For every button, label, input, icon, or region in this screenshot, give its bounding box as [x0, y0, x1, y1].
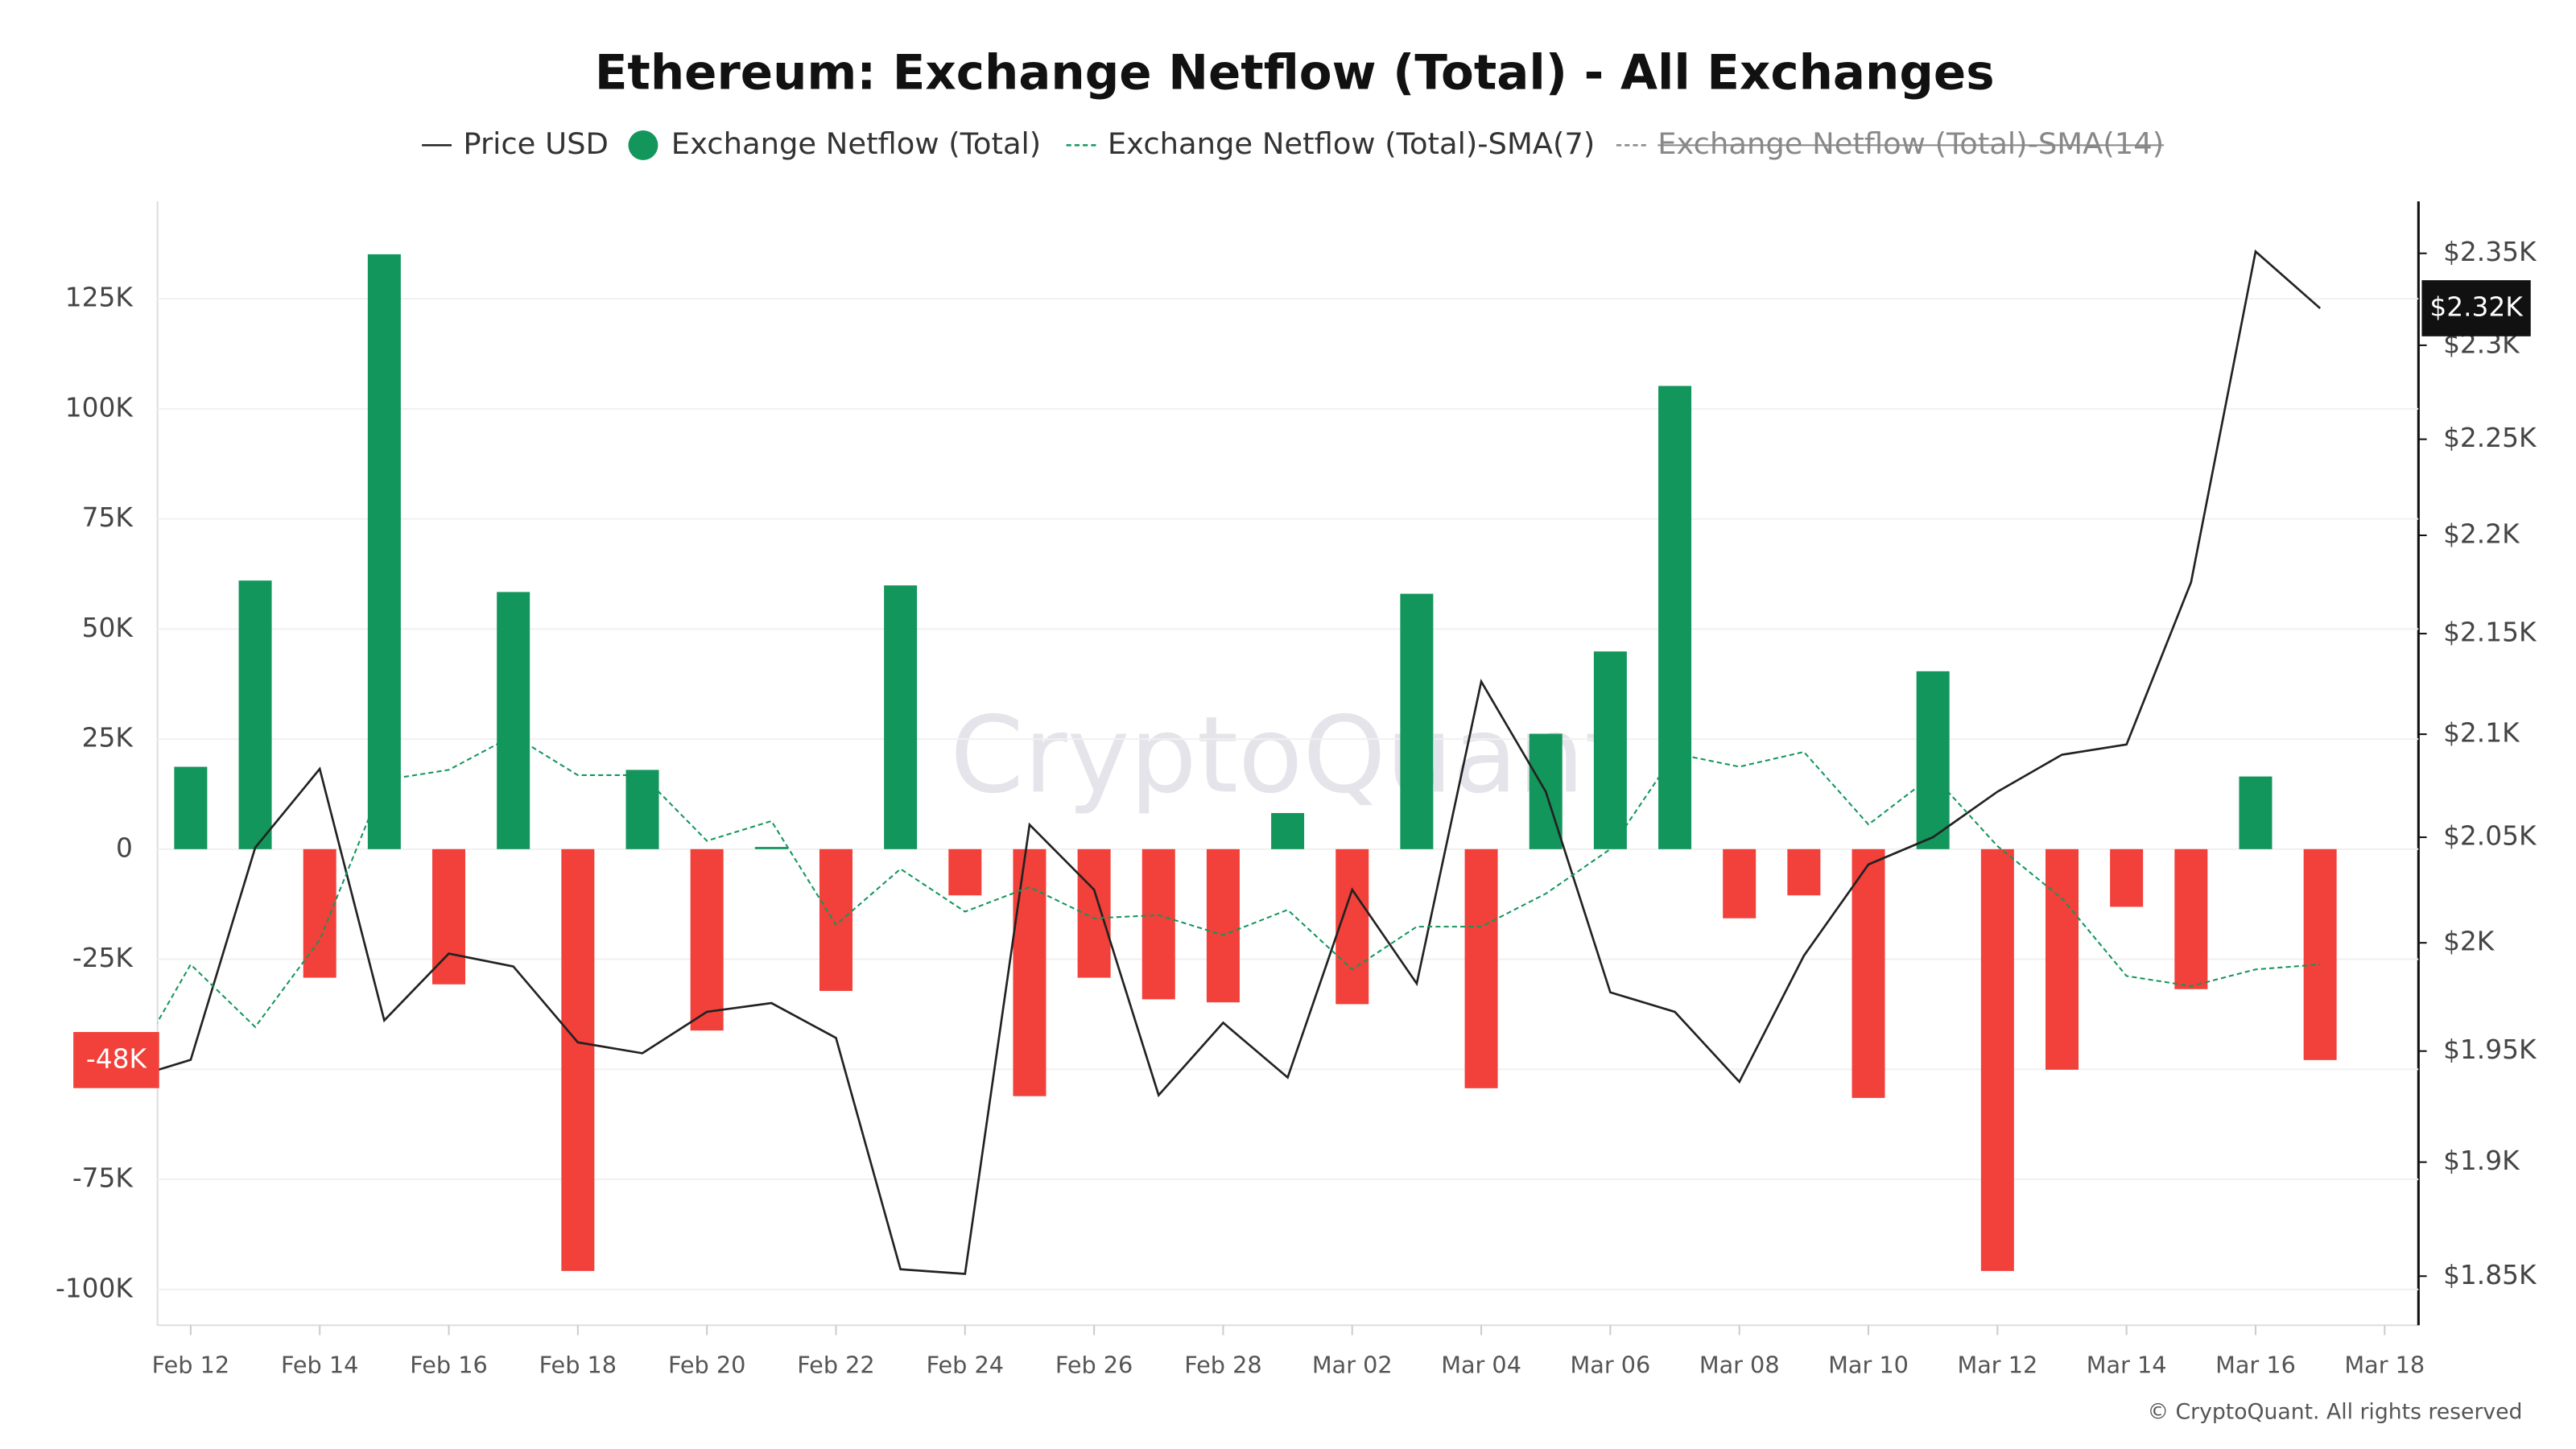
bar [1980, 848, 2014, 1271]
bar [1141, 848, 1175, 1000]
x-tick-label: Feb 18 [539, 1351, 617, 1378]
chart-title: Ethereum: Exchange Netflow (Total) - All… [595, 45, 1995, 101]
x-tick-label: Feb 26 [1055, 1351, 1133, 1378]
bar [367, 254, 401, 849]
y-tick-label: 0 [116, 832, 133, 863]
x-tick-label: Feb 12 [152, 1351, 229, 1378]
bar [819, 848, 852, 991]
bar [884, 585, 918, 849]
y-tick-label: 100K [65, 392, 134, 423]
bar [2110, 848, 2144, 907]
bar [238, 580, 272, 849]
y2-tick-label: $2.2K [2443, 519, 2520, 550]
y-tick-label: 25K [82, 723, 134, 753]
bar [2046, 848, 2079, 1070]
last-price-label: $2.32K [2429, 291, 2524, 322]
sma-line [157, 734, 2321, 1029]
x-tick-label: Mar 10 [1828, 1351, 1909, 1378]
y2-tick-label: $2.05K [2443, 821, 2537, 852]
last-price-badge [2421, 280, 2531, 336]
x-tick-label: Feb 28 [1184, 1351, 1261, 1378]
bar [690, 848, 724, 1031]
bar [1335, 848, 1369, 1005]
bar [2239, 776, 2273, 849]
credit: © CryptoQuant. All rights reserved [2147, 1399, 2522, 1424]
legend-label: Exchange Netflow (Total) [671, 126, 1041, 161]
y-tick-label: 75K [82, 502, 134, 533]
y-tick-label: 50K [82, 613, 134, 643]
bar [1658, 386, 1692, 849]
x-tick-label: Feb 14 [281, 1351, 358, 1378]
bar [2303, 848, 2337, 1060]
y2-tick-label: $2.15K [2443, 617, 2537, 648]
bar [1593, 651, 1627, 849]
bar [948, 848, 982, 896]
y-tick-label: -25K [72, 943, 134, 973]
last-value-label: -48K [86, 1043, 148, 1074]
bar [1013, 848, 1046, 1096]
bar [174, 766, 208, 849]
x-tick-label: Mar 14 [2087, 1351, 2167, 1378]
bar [1723, 848, 1757, 919]
bar [754, 847, 788, 849]
y-tick-label: 125K [65, 283, 134, 313]
price-line [157, 249, 2322, 1275]
y2-tick-label: $2.25K [2443, 423, 2537, 453]
bar [1916, 671, 1950, 849]
bar [1787, 848, 1821, 896]
bar [1852, 848, 1885, 1098]
y-tick-label: -75K [72, 1163, 134, 1194]
legend-swatch [628, 130, 658, 160]
x-tick-label: Mar 12 [1957, 1351, 2037, 1378]
legend-label: Exchange Netflow (Total)-SMA(14) [1657, 126, 2164, 161]
bar [2174, 848, 2208, 989]
plot-area [157, 249, 2419, 1290]
x-tick-label: Mar 18 [2344, 1351, 2425, 1378]
y2-tick-label: $1.95K [2443, 1034, 2537, 1065]
x-tick-label: Mar 08 [1699, 1351, 1780, 1378]
x-tick-label: Feb 16 [410, 1351, 487, 1378]
x-tick-label: Feb 20 [668, 1351, 745, 1378]
x-tick-label: Feb 22 [797, 1351, 874, 1378]
legend-label: Exchange Netflow (Total)-SMA(7) [1108, 126, 1595, 161]
y2-tick-label: $2.1K [2443, 718, 2520, 749]
bar [497, 592, 530, 849]
bar [1206, 848, 1240, 1003]
last-value-badge [73, 1031, 159, 1088]
y2-tick-label: $2.35K [2443, 237, 2537, 267]
y2-tick-label: $2K [2443, 927, 2496, 957]
x-tick-label: Mar 02 [1312, 1351, 1393, 1378]
legend-label: Price USD [463, 126, 609, 161]
x-tick-label: Mar 04 [1441, 1351, 1521, 1378]
watermark: CryptoQuant [950, 693, 1626, 816]
bar [1400, 593, 1434, 849]
bar [625, 770, 659, 849]
bar [561, 848, 595, 1271]
x-tick-label: Mar 16 [2215, 1351, 2296, 1378]
y2-tick-label: $1.9K [2443, 1146, 2520, 1176]
x-tick-label: Mar 06 [1571, 1351, 1651, 1378]
y2-tick-label: $1.85K [2443, 1260, 2537, 1290]
bar [432, 848, 466, 985]
x-tick-label: Feb 24 [927, 1351, 1004, 1378]
bar [1271, 812, 1305, 849]
bar [1077, 848, 1111, 978]
bar [1464, 848, 1498, 1088]
y-tick-label: -100K [56, 1273, 134, 1303]
